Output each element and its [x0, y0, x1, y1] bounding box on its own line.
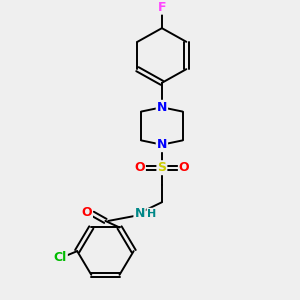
Text: O: O [179, 161, 190, 174]
Text: Cl: Cl [54, 251, 67, 264]
Text: S: S [158, 161, 166, 174]
Text: H: H [148, 209, 157, 219]
Text: O: O [81, 206, 92, 219]
Text: O: O [134, 161, 145, 174]
Text: N: N [157, 101, 167, 114]
Text: N: N [157, 138, 167, 151]
Text: N: N [134, 207, 145, 220]
Text: F: F [158, 1, 166, 14]
